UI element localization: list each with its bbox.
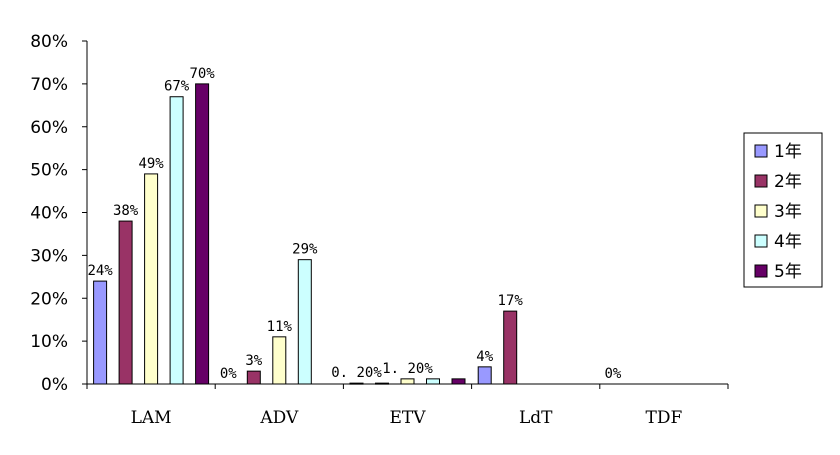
data-label: 11% [267,319,293,335]
bar-etv-series-5 [451,378,466,385]
legend-label-5: 5年 [774,262,802,282]
bar-etv-series-4 [426,378,440,385]
legend-swatch-5 [754,264,768,278]
bar-etv-series-1 [349,382,364,385]
legend-swatch-3 [754,204,768,218]
y-tick-label: 80% [30,32,68,52]
data-label: 49% [138,156,164,172]
bar-adv-series-3 [272,336,287,385]
data-label: 29% [292,242,318,258]
bar-lam-series-3 [144,173,159,385]
y-tick-label: 10% [30,332,68,352]
bar-lam-series-4 [169,96,184,385]
y-tick-label: 20% [30,289,68,309]
bar-lam-series-2 [118,220,133,385]
legend-label-3: 3年 [774,202,802,222]
data-label: 0% [604,366,621,382]
data-label: 24% [87,263,113,279]
y-tick-label: 30% [30,246,68,266]
x-category-label: LAM [131,408,172,428]
bar-lam-series-5 [195,83,210,385]
data-label: 0% [220,366,237,382]
data-label: 67% [164,79,190,95]
data-label: 0. 20% [331,365,382,381]
data-label: 70% [189,66,215,82]
y-tick-label: 70% [30,75,68,95]
bar-ldt-series-1 [477,366,492,385]
y-tick-label: 40% [30,204,68,224]
bar-lam-series-1 [93,280,108,385]
x-category-label: ETV [389,408,426,428]
x-category-label: ADV [259,408,299,428]
y-tick-label: 60% [30,118,68,138]
legend-swatch-2 [754,174,768,188]
data-label: 3% [245,353,262,369]
legend-swatch-4 [754,234,768,248]
data-label: 4% [476,349,493,365]
legend-label-2: 2年 [774,172,802,192]
bar-etv-series-3 [400,378,415,385]
legend-label-1: 1年 [774,142,802,162]
bar-adv-series-4 [297,259,312,385]
y-tick-label: 0% [41,375,68,395]
data-label: 38% [113,203,139,219]
data-label: 1. 20% [382,361,433,377]
bar-etv-series-2 [375,382,389,385]
x-category-label: LdT [519,408,553,428]
bar-adv-series-2 [246,370,261,385]
x-category-label: TDF [646,408,683,428]
legend-swatch-1 [754,144,768,158]
bar-ldt-series-2 [503,310,518,385]
legend-label-4: 4年 [774,232,802,252]
data-label: 17% [498,293,524,309]
y-tick-label: 50% [30,161,68,181]
